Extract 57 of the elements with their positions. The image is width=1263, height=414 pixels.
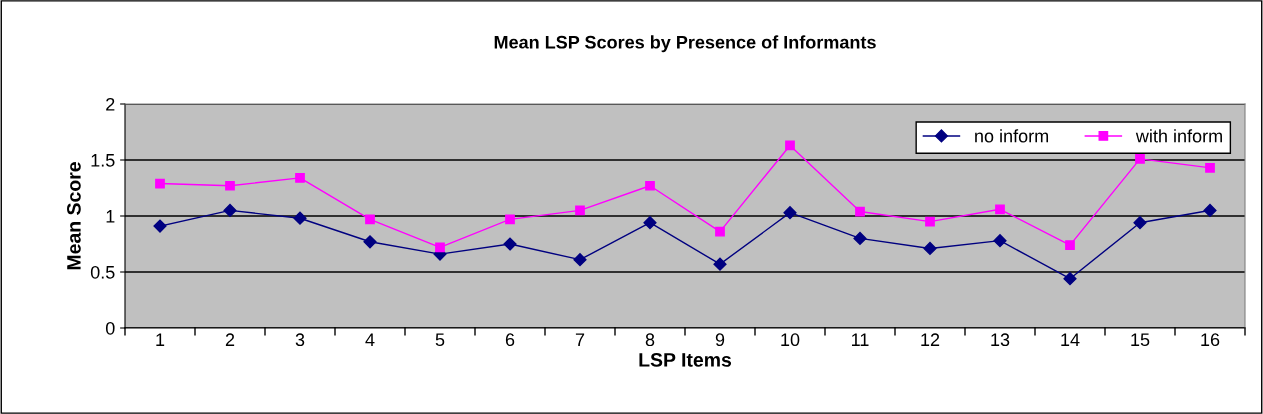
point	[293, 211, 307, 225]
legend-label: with inform	[1135, 129, 1222, 143]
point	[925, 216, 935, 227]
legend-label: no inform	[975, 129, 1049, 143]
point	[1063, 272, 1077, 286]
point	[223, 203, 237, 217]
point	[1065, 240, 1075, 250]
point	[1203, 203, 1217, 217]
point	[503, 237, 517, 251]
y-tick-label: 0	[105, 321, 115, 335]
y-tick-label: 1.5	[91, 154, 115, 167]
point	[363, 235, 377, 249]
x-tick-label: 9	[715, 333, 725, 347]
point	[365, 214, 375, 225]
x-tick-label: 1	[156, 333, 165, 346]
x-tick-label: 12	[921, 333, 940, 346]
point	[225, 180, 235, 191]
y-tick-label: 2	[106, 97, 115, 111]
point	[1135, 154, 1145, 164]
point	[153, 219, 167, 233]
point	[785, 140, 795, 151]
x-tick-label: 7	[575, 333, 585, 346]
y-tick-label: 1	[106, 210, 115, 223]
x-tick-label: 3	[295, 333, 305, 347]
point	[643, 216, 657, 230]
x-tick-label: 11	[852, 333, 869, 346]
point	[993, 234, 1007, 248]
x-tick-label: 10	[781, 333, 800, 347]
point	[853, 231, 867, 245]
y-tick-label: 0.5	[90, 265, 115, 279]
point	[1133, 216, 1147, 230]
point	[855, 206, 865, 217]
x-tick-label: 15	[1131, 333, 1150, 347]
point	[155, 178, 165, 189]
point	[295, 173, 305, 183]
x-tick-label: 6	[505, 333, 515, 347]
point	[1205, 162, 1215, 173]
x-tick-label: 4	[365, 333, 375, 346]
point	[713, 257, 727, 271]
point	[995, 204, 1005, 215]
point	[435, 242, 445, 253]
point	[575, 205, 585, 216]
chart-title: Mean LSP Scores by Presence of Informants	[494, 35, 876, 53]
point	[783, 206, 797, 220]
x-axis-title: LSP Items	[639, 352, 732, 367]
x-tick-label: 2	[225, 333, 235, 346]
x-tick-label: 13	[991, 333, 1010, 347]
x-tick-label: 8	[645, 333, 655, 347]
x-tick-label: 16	[1201, 333, 1220, 347]
point	[715, 226, 725, 237]
x-tick-label: 5	[435, 333, 445, 347]
point	[573, 253, 587, 267]
x-tick-label: 14	[1061, 333, 1080, 346]
point	[505, 214, 515, 225]
y-axis-title: Mean Score	[67, 162, 81, 270]
point	[645, 180, 655, 191]
point	[923, 241, 937, 256]
